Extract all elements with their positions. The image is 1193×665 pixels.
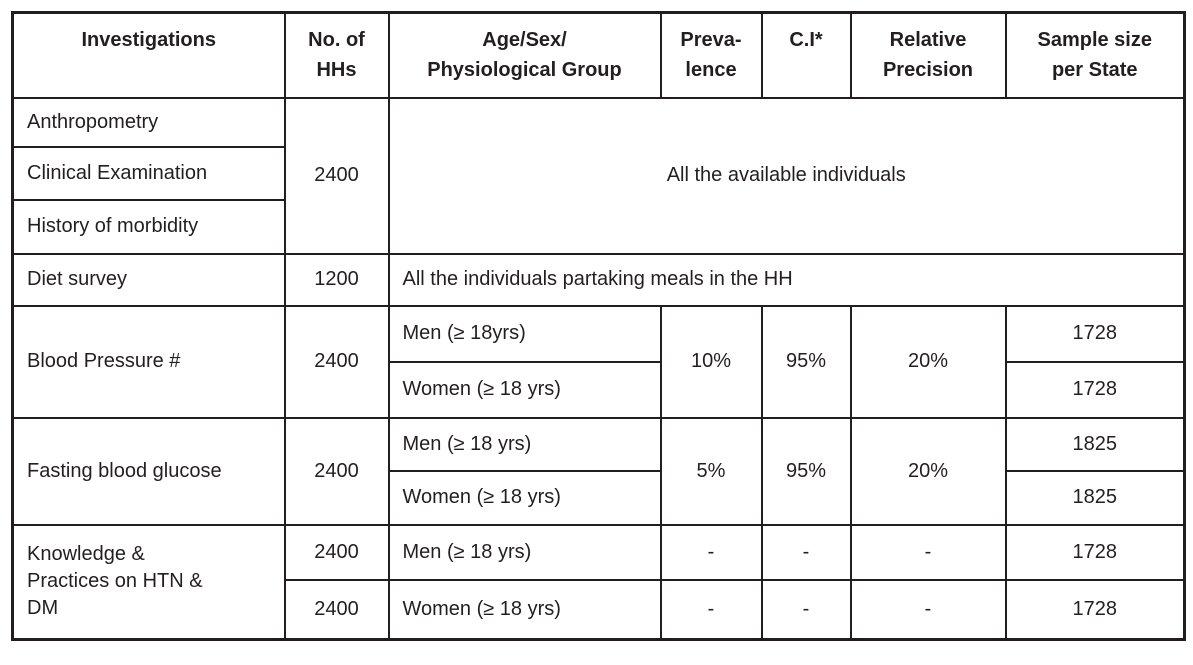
investigations-table: Investigations No. of HHs Age/Sex/ Physi… bbox=[11, 11, 1186, 641]
cell-ci-bp: 95% bbox=[760, 304, 852, 419]
cell-group-knowledge-men: Men (≥ 18 yrs) bbox=[387, 523, 662, 581]
cell-sample-bp-men: 1728 bbox=[1004, 304, 1186, 363]
cell-investigation-knowledge: Knowledge & Practices on HTN & DM bbox=[11, 523, 286, 641]
header-row: Investigations No. of HHs Age/Sex/ Physi… bbox=[11, 11, 1186, 99]
col-header-age-sex-group: Age/Sex/ Physiological Group bbox=[387, 11, 662, 99]
cell-investigation-fasting-glucose: Fasting blood glucose bbox=[11, 416, 286, 526]
cell-hhs-knowledge-women: 2400 bbox=[283, 578, 390, 641]
table-row: 2400 Women (≥ 18 yrs) - - - 1728 bbox=[13, 578, 1186, 641]
table-row: Blood Pressure # 2400 Men (≥ 18yrs) 10% … bbox=[11, 304, 1186, 419]
table-row: Anthropometry 2400 All the available ind… bbox=[11, 96, 1186, 255]
col-header-sample-size: Sample size per State bbox=[1004, 11, 1186, 99]
cell-sample-fbg-men: 1825 bbox=[1004, 416, 1186, 472]
cell-prevalence-fbg: 5% bbox=[659, 416, 763, 526]
col-header-relative-precision: Relative Precision bbox=[849, 11, 1007, 99]
col-header-prevalence: Preva- lence bbox=[659, 11, 763, 99]
cell-prevalence-bp: 10% bbox=[659, 304, 763, 419]
cell-sample-knowledge-men: 1728 bbox=[1004, 523, 1186, 581]
cell-group-bp-women: Women (≥ 18 yrs) bbox=[387, 360, 662, 419]
cell-group-bp-men: Men (≥ 18yrs) bbox=[387, 304, 662, 363]
table-row: History of morbidity bbox=[11, 198, 1185, 255]
cell-prevalence-knowledge-women: - bbox=[659, 578, 763, 641]
table-row: Fasting blood glucose 2400 Men (≥ 18 yrs… bbox=[11, 416, 1186, 526]
cell-hhs-blood-pressure: 2400 bbox=[283, 304, 390, 419]
cell-relative-precision-bp: 20% bbox=[849, 304, 1007, 419]
cell-relative-precision-fbg: 20% bbox=[849, 416, 1007, 526]
col-header-no-of-hhs: No. of HHs bbox=[283, 11, 390, 99]
cell-ci-knowledge-women: - bbox=[760, 578, 852, 641]
col-header-investigations: Investigations bbox=[11, 11, 286, 99]
cell-group-fbg-men: Men (≥ 18 yrs) bbox=[387, 416, 662, 472]
cell-relative-precision-knowledge-women: - bbox=[849, 578, 1007, 641]
table-row: Clinical Examination bbox=[11, 145, 1185, 201]
cell-hhs-knowledge-men: 2400 bbox=[283, 523, 390, 581]
table-row: Women (≥ 18 yrs) 1825 bbox=[13, 469, 1186, 526]
cell-note-all-available: All the available individuals bbox=[387, 96, 1186, 255]
cell-ci-fbg: 95% bbox=[760, 416, 852, 526]
cell-prevalence-knowledge-men: - bbox=[659, 523, 763, 581]
table-row: Knowledge & Practices on HTN & DM 2400 M… bbox=[11, 523, 1186, 641]
cell-sample-bp-women: 1728 bbox=[1004, 360, 1186, 419]
cell-investigation-diet: Diet survey bbox=[11, 252, 286, 307]
cell-hhs-group1: 2400 bbox=[283, 96, 390, 255]
cell-note-diet: All the individuals partaking meals in t… bbox=[387, 252, 1186, 307]
cell-investigation-anthropometry: Anthropometry bbox=[11, 96, 286, 148]
cell-hhs-diet: 1200 bbox=[283, 252, 390, 307]
col-header-ci: C.I* bbox=[760, 11, 852, 99]
cell-investigation-clinical: Clinical Examination bbox=[11, 145, 286, 201]
table-row: Women (≥ 18 yrs) 1728 bbox=[13, 360, 1186, 419]
cell-investigation-history: History of morbidity bbox=[11, 198, 286, 255]
cell-sample-fbg-women: 1825 bbox=[1004, 469, 1186, 526]
cell-ci-knowledge-men: - bbox=[760, 523, 852, 581]
cell-hhs-fasting-glucose: 2400 bbox=[283, 416, 390, 526]
cell-group-knowledge-women: Women (≥ 18 yrs) bbox=[387, 578, 662, 641]
cell-investigation-blood-pressure: Blood Pressure # bbox=[11, 304, 286, 419]
table-row: Diet survey 1200 All the individuals par… bbox=[11, 252, 1186, 307]
cell-relative-precision-knowledge-men: - bbox=[849, 523, 1007, 581]
cell-group-fbg-women: Women (≥ 18 yrs) bbox=[387, 469, 662, 526]
cell-sample-knowledge-women: 1728 bbox=[1004, 578, 1186, 641]
